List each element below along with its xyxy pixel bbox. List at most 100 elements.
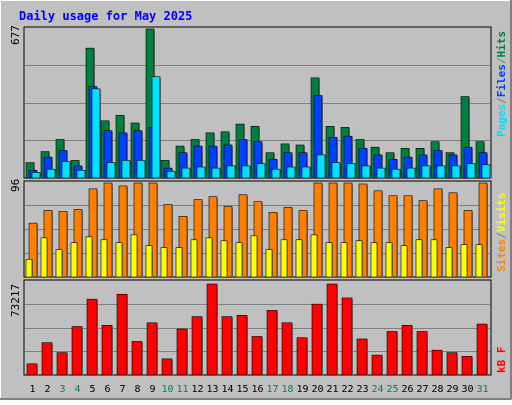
day-label-23: 23 (356, 384, 368, 395)
panel-1-right-legend: Sites/Visits (495, 193, 508, 273)
day-label-10: 10 (161, 384, 173, 395)
kb-bar-day-19 (296, 337, 308, 376)
kb-bar-day-9 (146, 322, 158, 376)
day-label-5: 5 (89, 384, 95, 395)
day-label-18: 18 (281, 384, 293, 395)
pages-bar-day-4 (76, 169, 86, 179)
legend-files: Files (495, 64, 508, 97)
pages-bar-day-9 (151, 76, 161, 179)
kb-bar-day-25 (386, 331, 398, 376)
pages-bar-day-16 (256, 163, 266, 179)
sites-bar-day-7 (115, 242, 123, 278)
pages-bar-day-15 (241, 165, 251, 179)
kb-bar-day-22 (341, 297, 353, 376)
kb-bar-day-16 (251, 336, 263, 376)
panel-kb (23, 279, 492, 376)
day-label-27: 27 (416, 384, 428, 395)
day-label-17: 17 (266, 384, 278, 395)
sites-bar-day-23 (355, 240, 363, 278)
sites-bar-day-5 (85, 236, 93, 278)
pages-bar-day-24 (376, 167, 386, 179)
pages-bar-day-14 (226, 165, 236, 179)
pages-bar-day-1 (31, 172, 41, 179)
pages-bar-day-18 (286, 166, 296, 179)
kb-bar-day-3 (56, 352, 68, 376)
panel-2-ymax-label: 73217 (9, 284, 22, 317)
sites-bar-day-21 (325, 242, 333, 278)
sites-bar-day-15 (235, 242, 243, 278)
day-label-2: 2 (44, 384, 50, 395)
day-label-31: 31 (476, 384, 488, 395)
kb-bar-day-12 (191, 316, 203, 376)
legend-sep-2: / (495, 57, 508, 64)
day-label-22: 22 (341, 384, 353, 395)
legend-sep-1: / (495, 97, 508, 104)
panel-0-right-legend: Pages/Files/Hits (495, 31, 508, 137)
sites-bar-day-9 (145, 245, 153, 278)
pages-bar-day-8 (136, 160, 146, 179)
pages-bar-day-6 (106, 162, 116, 179)
kb-bar-day-26 (401, 324, 413, 376)
legend-sites: Sites (495, 239, 508, 272)
day-label-19: 19 (296, 384, 308, 395)
day-label-30: 30 (461, 384, 473, 395)
sites-bar-day-16 (250, 235, 258, 278)
kb-bar-day-14 (221, 316, 233, 376)
day-label-12: 12 (191, 384, 203, 395)
pages-bar-day-2 (46, 168, 56, 179)
pages-bar-day-19 (301, 166, 311, 179)
sites-bar-day-28 (430, 239, 438, 278)
sites-bar-day-22 (340, 242, 348, 278)
kb-bar-day-7 (116, 293, 128, 376)
day-label-7: 7 (119, 384, 125, 395)
day-label-25: 25 (386, 384, 398, 395)
kb-bar-day-15 (236, 315, 248, 376)
kb-bar-day-21 (326, 283, 338, 376)
sites-bar-day-13 (205, 237, 213, 278)
pages-bar-day-13 (211, 167, 221, 179)
panel-sites-visits (23, 180, 492, 278)
kb-bar-day-6 (101, 324, 113, 376)
sites-bar-day-1 (25, 259, 33, 278)
sites-bar-day-17 (265, 249, 273, 278)
kb-bar-day-31 (476, 323, 488, 376)
kb-bar-day-13 (206, 283, 218, 376)
legend-visits: Visits (495, 193, 508, 233)
kb-bar-day-1 (26, 363, 38, 376)
sites-bar-day-30 (460, 244, 468, 278)
pages-bar-day-26 (406, 167, 416, 179)
sites-bar-day-2 (40, 237, 48, 278)
sites-bar-day-29 (445, 247, 453, 278)
kb-bar-day-8 (131, 341, 143, 376)
kb-bar-day-24 (371, 354, 383, 376)
day-label-16: 16 (251, 384, 263, 395)
sites-bar-day-25 (385, 242, 393, 278)
panel-1-ymax-label: 96 (9, 179, 22, 192)
pages-bar-day-31 (481, 164, 491, 179)
kb-bar-day-28 (431, 349, 443, 376)
sites-bar-day-27 (415, 239, 423, 278)
kb-bar-day-29 (446, 352, 458, 376)
pages-bar-day-30 (466, 163, 476, 179)
day-label-24: 24 (371, 384, 383, 395)
kb-bar-day-20 (311, 303, 323, 376)
day-label-1: 1 (29, 384, 35, 395)
day-label-14: 14 (221, 384, 233, 395)
sites-bar-day-3 (55, 249, 63, 278)
panel-0-ymax-label: 677 (9, 25, 22, 45)
pages-bar-day-27 (421, 165, 431, 179)
day-label-11: 11 (176, 384, 188, 395)
day-labels: 1 2 3 4 5 6 7 8 9 10 11 12 13 14 15 16 17 18 19 20 21 22 23 24 2… (29, 384, 488, 395)
pages-bar-day-10 (166, 171, 176, 179)
day-label-3: 3 (59, 384, 65, 395)
sites-bar-day-10 (160, 247, 168, 278)
legend-hits: Hits (495, 31, 508, 58)
sites-bar-day-19 (295, 239, 303, 278)
pages-bar-day-22 (346, 163, 356, 179)
kb-bar-day-23 (356, 338, 368, 376)
pages-bar-day-29 (451, 165, 461, 179)
sites-bar-day-12 (190, 239, 198, 278)
kb-bar-day-30 (461, 356, 473, 376)
